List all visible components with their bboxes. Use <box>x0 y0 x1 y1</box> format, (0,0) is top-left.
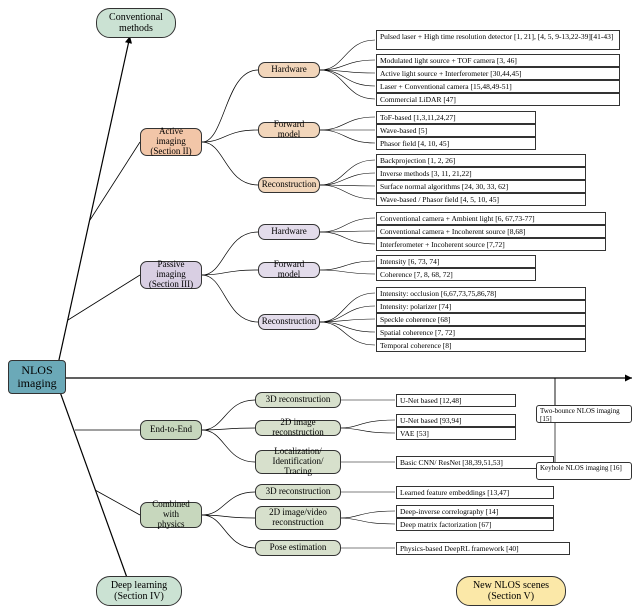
leaf: VAE [53] <box>396 427 516 440</box>
leaf: Pulsed laser + High time resolution dete… <box>376 30 620 50</box>
leaf: Physics-based DeepRL framework [40] <box>396 542 570 555</box>
leaf: Commercial LiDAR [47] <box>376 93 620 106</box>
axis-bottom: Deep learning(Section IV) <box>96 576 182 606</box>
node-combined: Combined withphysics <box>140 502 202 528</box>
sub-forward-active: Forward model <box>258 122 320 138</box>
sub-comb-pose: Pose estimation <box>255 540 341 556</box>
leaf: Phasor field [4, 10, 45] <box>376 137 536 150</box>
leaf: Laser + Conventional camera [15,48,49-51… <box>376 80 620 93</box>
axis-right: New NLOS scenes(Section V) <box>456 576 566 606</box>
node-active: Active imaging(Section II) <box>140 128 202 156</box>
leaf: Intensity: polarizer [74] <box>376 300 586 313</box>
leaf: Learned feature embeddings [13,47] <box>396 486 554 499</box>
leaf: Modulated light source + TOF camera [3, … <box>376 54 620 67</box>
leaf: Wave-based / Phasor field [4, 5, 10, 45] <box>376 193 586 206</box>
sub-recon-passive: Reconstruction <box>258 314 320 330</box>
sub-hardware-passive: Hardware <box>258 224 320 240</box>
leaf-new: Keyhole NLOS imaging [16] <box>536 462 632 480</box>
leaf: Inverse methods [3, 11, 21,22] <box>376 167 586 180</box>
sub-forward-passive: Forward model <box>258 262 320 278</box>
leaf: Deep matrix factorization [67] <box>396 518 554 531</box>
root-label: NLOSimaging <box>17 364 56 390</box>
leaf: Backprojection [1, 2, 26] <box>376 154 586 167</box>
leaf: Conventional camera + Ambient light [6, … <box>376 212 606 225</box>
sub-e2e-2d: 2D image reconstruction <box>255 420 341 436</box>
leaf: Intensity: occlusion [6,67,73,75,86,78] <box>376 287 586 300</box>
leaf: U-Net based [93,94] <box>396 414 516 427</box>
leaf: Interferometer + Incoherent source [7,72… <box>376 238 606 251</box>
leaf: Deep-inverse correlography [14] <box>396 505 554 518</box>
leaf-new: Two-bounce NLOS imaging [15] <box>536 405 632 423</box>
leaf: Spatial coherence [7, 72] <box>376 326 586 339</box>
sub-e2e-3d: 3D reconstruction <box>255 392 341 408</box>
node-passive: Passive imaging(Section III) <box>140 261 202 289</box>
leaf: Temporal coherence [8] <box>376 339 586 352</box>
leaf: Basic CNN/ ResNet [38,39,51,53] <box>396 456 554 469</box>
leaf: Intensity [6, 73, 74] <box>376 255 536 268</box>
axis-top: Conventionalmethods <box>96 8 176 38</box>
leaf: U-Net based [12,48] <box>396 394 516 407</box>
leaf: Active light source + Interferometer [30… <box>376 67 620 80</box>
leaf: ToF-based [1,3,11,24,27] <box>376 111 536 124</box>
leaf: Wave-based [5] <box>376 124 536 137</box>
leaf: Speckle coherence [68] <box>376 313 586 326</box>
leaf: Coherence [7, 8, 68, 72] <box>376 268 536 281</box>
sub-hardware-active: Hardware <box>258 62 320 78</box>
node-e2e: End-to-End <box>140 420 202 440</box>
sub-e2e-loc: Localization/Identification/ Tracing <box>255 450 341 474</box>
sub-comb-3d: 3D reconstruction <box>255 484 341 500</box>
sub-comb-2d: 2D image/videoreconstruction <box>255 506 341 530</box>
root-node: NLOSimaging <box>8 360 66 394</box>
leaf: Conventional camera + Incoherent source … <box>376 225 606 238</box>
sub-recon-active: Reconstruction <box>258 177 320 193</box>
leaf: Surface normal algorithms [24, 30, 33, 6… <box>376 180 586 193</box>
